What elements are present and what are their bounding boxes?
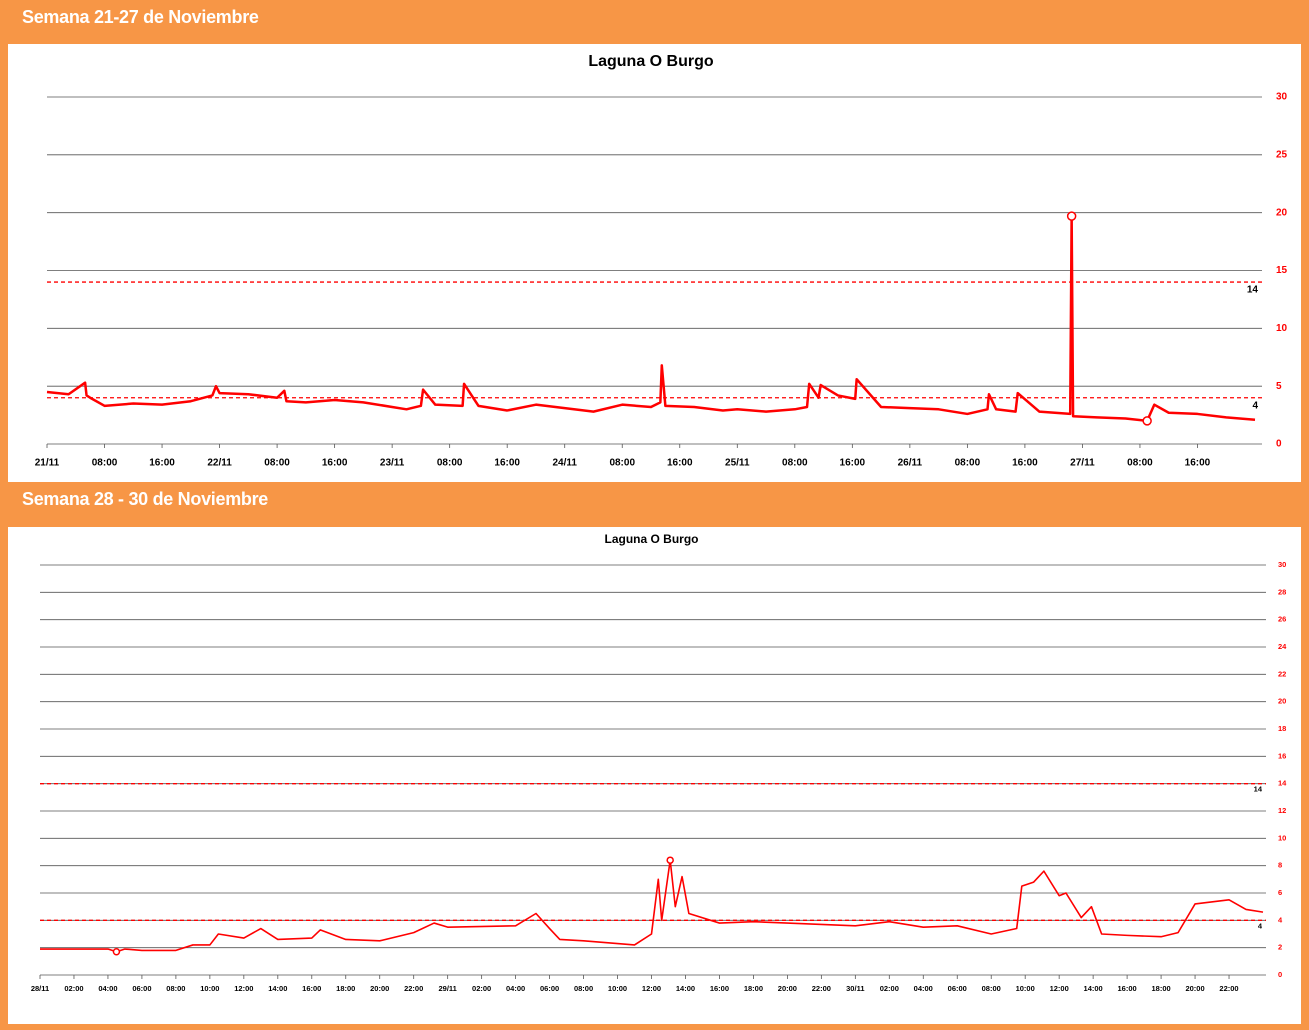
x-tick-label: 14:00: [676, 984, 695, 993]
x-tick-label: 08:00: [609, 458, 635, 469]
x-tick-label: 08:00: [782, 458, 808, 469]
x-tick-label: 02:00: [64, 984, 83, 993]
section-header: Semana 28 - 30 de Noviembre: [22, 489, 269, 509]
x-tick-label: 10:00: [608, 984, 627, 993]
y-tick-label: 22: [1278, 669, 1286, 678]
x-tick-label: 20:00: [370, 984, 389, 993]
extreme-marker: [666, 856, 674, 864]
x-tick-label: 04:00: [98, 984, 117, 993]
x-tick-label: 06:00: [540, 984, 559, 993]
x-tick-label: 10:00: [1016, 984, 1035, 993]
y-tick-label: 15: [1276, 265, 1288, 276]
x-tick-label: 12:00: [234, 984, 253, 993]
x-tick-label: 10:00: [200, 984, 219, 993]
x-tick-label: 04:00: [506, 984, 525, 993]
y-tick-label: 18: [1278, 724, 1286, 733]
x-tick-label: 08:00: [1127, 458, 1153, 469]
y-tick-label: 26: [1278, 615, 1286, 624]
y-tick-label: 20: [1276, 207, 1288, 218]
extreme-marker: [112, 948, 121, 956]
x-tick-label: 06:00: [948, 984, 967, 993]
x-tick-label: 08:00: [437, 458, 463, 469]
x-tick-label: 14:00: [1084, 984, 1103, 993]
x-tick-label: 26/11: [898, 458, 923, 469]
y-tick-label: 25: [1276, 149, 1288, 160]
x-tick-label: 27/11: [1070, 458, 1095, 469]
y-tick-label: 16: [1278, 751, 1286, 760]
x-tick-label: 16:00: [840, 458, 866, 469]
x-tick-label: 16:00: [149, 458, 175, 469]
x-tick-label: 02:00: [472, 984, 491, 993]
y-tick-label: 28: [1278, 587, 1286, 596]
reference-label: 14: [1247, 285, 1259, 296]
y-tick-label: 10: [1276, 323, 1288, 334]
x-tick-label: 16:00: [667, 458, 693, 469]
y-tick-label: 0: [1278, 970, 1282, 979]
section-header: Semana 21-27 de Noviembre: [22, 7, 259, 27]
x-tick-label: 18:00: [336, 984, 355, 993]
data-line: [46, 214, 1256, 423]
x-tick-label: 08:00: [264, 458, 290, 469]
x-tick-label: 08:00: [166, 984, 185, 993]
y-tick-label: 4: [1278, 915, 1283, 924]
x-tick-label: 18:00: [1151, 984, 1170, 993]
x-tick-label: 22:00: [404, 984, 423, 993]
x-tick-label: 16:00: [1012, 458, 1038, 469]
data-line: [40, 859, 1264, 953]
x-tick-label: 04:00: [914, 984, 933, 993]
x-tick-label: 16:00: [710, 984, 729, 993]
x-tick-label: 12:00: [642, 984, 661, 993]
x-tick-label: 21/11: [35, 458, 60, 469]
x-tick-label: 16:00: [494, 458, 520, 469]
y-tick-label: 30: [1276, 92, 1288, 103]
x-tick-label: 12:00: [1050, 984, 1069, 993]
x-tick-label: 08:00: [955, 458, 981, 469]
x-tick-label: 24/11: [552, 458, 577, 469]
x-tick-label: 16:00: [1118, 984, 1137, 993]
x-tick-label: 25/11: [725, 458, 750, 469]
y-tick-label: 2: [1278, 943, 1282, 952]
chart-panel: [8, 527, 1301, 1024]
chart-panel: [8, 44, 1301, 482]
y-tick-label: 8: [1278, 861, 1282, 870]
x-tick-label: 22:00: [812, 984, 831, 993]
x-tick-label: 29/11: [438, 984, 456, 993]
chart-title: Laguna O Burgo: [605, 532, 699, 546]
x-tick-label: 16:00: [302, 984, 321, 993]
extreme-marker: [1066, 211, 1077, 221]
x-tick-label: 20:00: [778, 984, 797, 993]
x-tick-label: 23/11: [380, 458, 405, 469]
y-tick-label: 30: [1278, 560, 1286, 569]
x-tick-label: 08:00: [982, 984, 1001, 993]
x-tick-label: 20:00: [1185, 984, 1204, 993]
x-tick-label: 30/11: [846, 984, 864, 993]
x-tick-label: 22:00: [1219, 984, 1238, 993]
y-tick-label: 20: [1278, 697, 1286, 706]
y-tick-label: 0: [1276, 439, 1282, 450]
reference-label: 4: [1252, 400, 1258, 411]
y-tick-label: 6: [1278, 888, 1282, 897]
x-tick-label: 28/11: [31, 984, 49, 993]
reference-label: 4: [1258, 921, 1263, 930]
x-tick-label: 08:00: [574, 984, 593, 993]
x-tick-label: 02:00: [880, 984, 899, 993]
reference-label: 14: [1254, 785, 1263, 794]
x-tick-label: 16:00: [1185, 458, 1211, 469]
x-tick-label: 08:00: [92, 458, 118, 469]
y-tick-label: 10: [1278, 833, 1286, 842]
y-tick-label: 5: [1276, 381, 1282, 392]
x-tick-label: 18:00: [744, 984, 763, 993]
x-tick-label: 22/11: [207, 458, 232, 469]
y-tick-label: 14: [1278, 779, 1287, 788]
y-tick-label: 24: [1278, 642, 1287, 651]
x-tick-label: 06:00: [132, 984, 151, 993]
x-tick-label: 14:00: [268, 984, 287, 993]
y-tick-label: 12: [1278, 806, 1286, 815]
chart-title: Laguna O Burgo: [588, 53, 714, 70]
x-tick-label: 16:00: [322, 458, 348, 469]
extreme-marker: [1142, 416, 1152, 426]
